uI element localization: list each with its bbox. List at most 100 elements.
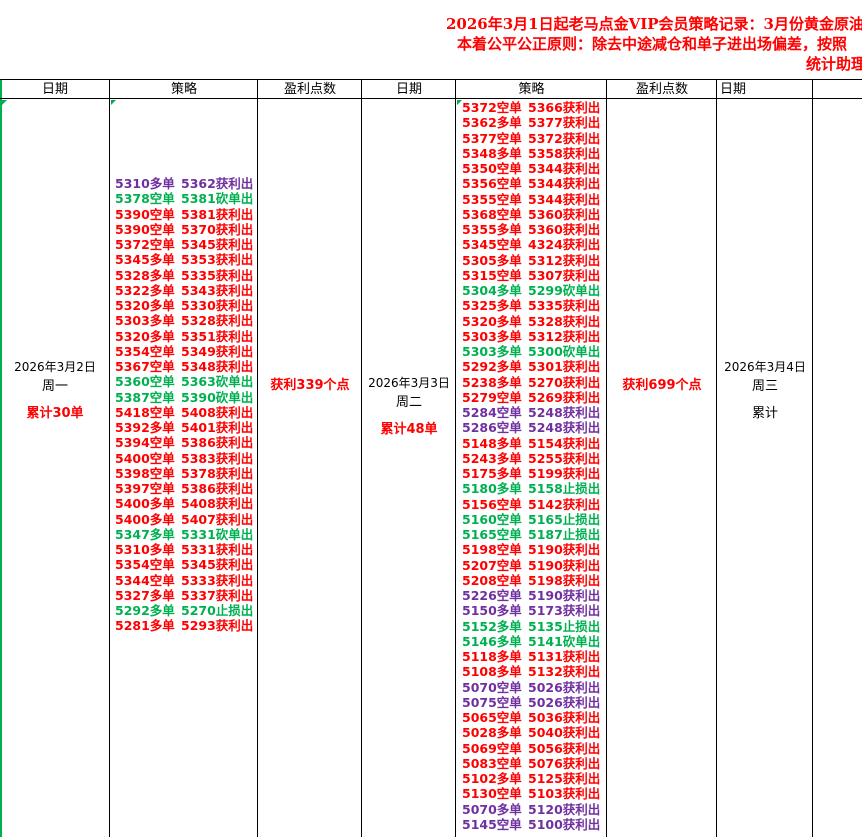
trade-row[interactable]: 5118多单 5131获利出 [462, 649, 600, 664]
trade-row[interactable]: 5400空单 5383获利出 [115, 451, 253, 466]
day2-date-cell[interactable]: 2026年3月3日 周二 累计48单 [362, 374, 456, 437]
trade-row[interactable]: 5284空单 5248获利出 [462, 405, 600, 420]
trade-row[interactable]: 5083空单 5076获利出 [462, 756, 600, 771]
trade-row[interactable]: 5130空单 5103获利出 [462, 786, 600, 801]
trade-row[interactable]: 5348多单 5358获利出 [462, 146, 600, 161]
trade-row[interactable]: 5418空单 5408获利出 [115, 405, 253, 420]
trade-row[interactable]: 5146多单 5141砍单出 [462, 634, 600, 649]
trade-row[interactable]: 5069空单 5056获利出 [462, 741, 600, 756]
trade-row[interactable]: 5165空单 5187止损出 [462, 527, 600, 542]
trade-row[interactable]: 5397空单 5386获利出 [115, 481, 253, 496]
trade-row[interactable]: 5354空单 5349获利出 [115, 344, 253, 359]
day3-date-cell[interactable]: 2026年3月4日 周三 累计 [717, 358, 813, 421]
trade-row[interactable]: 5305多单 5312获利出 [462, 253, 600, 268]
trade-row[interactable]: 5303多单 5300砍单出 [462, 344, 600, 359]
trade-row[interactable]: 5150多单 5173获利出 [462, 603, 600, 618]
header-strategy-2[interactable]: 策略 [456, 79, 607, 99]
trade-row[interactable]: 5292多单 5270止损出 [115, 603, 253, 618]
trade-row[interactable]: 5152多单 5135止损出 [462, 619, 600, 634]
trade-row[interactable]: 5145空单 5100获利出 [462, 817, 600, 832]
trade-row[interactable]: 5226空单 5190获利出 [462, 588, 600, 603]
day1-profit[interactable]: 获利339个点 [270, 378, 350, 393]
trade-row[interactable]: 5156空单 5142获利出 [462, 497, 600, 512]
trade-row[interactable]: 5354空单 5345获利出 [115, 557, 253, 572]
trade-row[interactable]: 5065空单 5036获利出 [462, 710, 600, 725]
trade-row[interactable]: 5398空单 5378获利出 [115, 466, 253, 481]
trade-row[interactable]: 5325多单 5335获利出 [462, 298, 600, 313]
trade-row[interactable]: 5198空单 5190获利出 [462, 542, 600, 557]
trade-row[interactable]: 5208空单 5198获利出 [462, 573, 600, 588]
trade-row[interactable]: 5368空单 5360获利出 [462, 207, 600, 222]
header-profit-1[interactable]: 盈利点数 [258, 79, 362, 99]
trade-row[interactable]: 5347多单 5331砍单出 [115, 527, 253, 542]
trade-row[interactable]: 5350空单 5344获利出 [462, 161, 600, 176]
trade-row[interactable]: 5372空单 5345获利出 [115, 237, 253, 252]
trade-row[interactable]: 5377空单 5372获利出 [462, 131, 600, 146]
trade-row[interactable]: 5392多单 5401获利出 [115, 420, 253, 435]
trade-row[interactable]: 5102多单 5125获利出 [462, 771, 600, 786]
trade-row[interactable]: 5304多单 5299砍单出 [462, 283, 600, 298]
day1-date: 2026年3月2日 [14, 360, 96, 374]
day2-weekday: 周二 [395, 395, 422, 410]
trade-row[interactable]: 5328多单 5335获利出 [115, 268, 253, 283]
trade-row[interactable]: 5362多单 5377获利出 [462, 115, 600, 130]
header-date-2[interactable]: 日期 [362, 79, 456, 99]
trade-row[interactable]: 5075空单 5026获利出 [462, 695, 600, 710]
trade-row[interactable]: 5315空单 5307获利出 [462, 268, 600, 283]
trade-row[interactable]: 5175多单 5199获利出 [462, 466, 600, 481]
trade-row[interactable]: 5378空单 5381砍单出 [115, 191, 253, 206]
trade-row[interactable]: 5070空单 5026获利出 [462, 680, 600, 695]
day2-strategy-list[interactable]: 5372空单 5366获利出 5362多单 5377获利出 5377空单 5372获利出 5… [462, 100, 600, 832]
header-empty[interactable] [813, 79, 862, 99]
trade-row[interactable]: 5148多单 5154获利出 [462, 436, 600, 451]
day2-profit[interactable]: 获利699个点 [622, 378, 702, 393]
trade-entry: 5065空单 [462, 710, 522, 725]
trade-row[interactable]: 5292多单 5301获利出 [462, 359, 600, 374]
header-strategy-1[interactable]: 策略 [110, 79, 258, 99]
trade-row[interactable]: 5390空单 5370获利出 [115, 222, 253, 237]
header-date-1[interactable]: 日期 [0, 79, 110, 99]
trade-row[interactable]: 5360空单 5363砍单出 [115, 374, 253, 389]
trade-row[interactable]: 5320多单 5328获利出 [462, 314, 600, 329]
trade-exit: 5165止损出 [528, 511, 601, 527]
header-profit-2[interactable]: 盈利点数 [607, 79, 717, 99]
trade-row[interactable]: 5108多单 5132获利出 [462, 664, 600, 679]
trade-row[interactable]: 5303多单 5312获利出 [462, 329, 600, 344]
trade-row[interactable]: 5400多单 5407获利出 [115, 512, 253, 527]
trade-row[interactable]: 5367空单 5348获利出 [115, 359, 253, 374]
trade-row[interactable]: 5310多单 5362获利出 [115, 176, 253, 191]
trade-row[interactable]: 5070多单 5120获利出 [462, 802, 600, 817]
day1-strategy-list[interactable]: 5310多单 5362获利出 5378空单 5381砍单出 5390空单 5381获利出 5… [115, 176, 253, 634]
trade-row[interactable]: 5310多单 5331获利出 [115, 542, 253, 557]
trade-row[interactable]: 5327多单 5337获利出 [115, 588, 253, 603]
trade-row[interactable]: 5028多单 5040获利出 [462, 725, 600, 740]
trade-entry: 5350空单 [462, 161, 522, 176]
trade-row[interactable]: 5320多单 5351获利出 [115, 329, 253, 344]
trade-row[interactable]: 5303多单 5328获利出 [115, 313, 253, 328]
trade-row[interactable]: 5322多单 5343获利出 [115, 283, 253, 298]
day1-date-cell[interactable]: 2026年3月2日 周一 累计30单 [0, 358, 110, 421]
trade-row[interactable]: 5394空单 5386获利出 [115, 435, 253, 450]
trade-entry: 5356空单 [462, 176, 522, 192]
trade-row[interactable]: 5345空单 4324获利出 [462, 237, 600, 252]
trade-row[interactable]: 5320多单 5330获利出 [115, 298, 253, 313]
trade-row[interactable]: 5356空单 5344获利出 [462, 176, 600, 191]
trade-row[interactable]: 5238多单 5270获利出 [462, 375, 600, 390]
trade-row[interactable]: 5286空单 5248获利出 [462, 420, 600, 435]
trade-row[interactable]: 5160空单 5165止损出 [462, 512, 600, 527]
header-date-3[interactable]: 日期 [717, 79, 813, 99]
trade-row[interactable]: 5344空单 5333获利出 [115, 573, 253, 588]
trade-row[interactable]: 5207空单 5190获利出 [462, 558, 600, 573]
trade-row[interactable]: 5281多单 5293获利出 [115, 618, 253, 633]
trade-row[interactable]: 5387空单 5390砍单出 [115, 390, 253, 405]
trade-row[interactable]: 5355多单 5360获利出 [462, 222, 600, 237]
trade-row[interactable]: 5345多单 5353获利出 [115, 252, 253, 267]
trade-row[interactable]: 5390空单 5381获利出 [115, 207, 253, 222]
trade-row[interactable]: 5355空单 5344获利出 [462, 192, 600, 207]
trade-row[interactable]: 5400多单 5408获利出 [115, 496, 253, 511]
trade-row[interactable]: 5279空单 5269获利出 [462, 390, 600, 405]
trade-entry: 5344空单 [115, 572, 175, 588]
trade-row[interactable]: 5180多单 5158止损出 [462, 481, 600, 496]
trade-row[interactable]: 5372空单 5366获利出 [462, 100, 600, 115]
trade-row[interactable]: 5243多单 5255获利出 [462, 451, 600, 466]
